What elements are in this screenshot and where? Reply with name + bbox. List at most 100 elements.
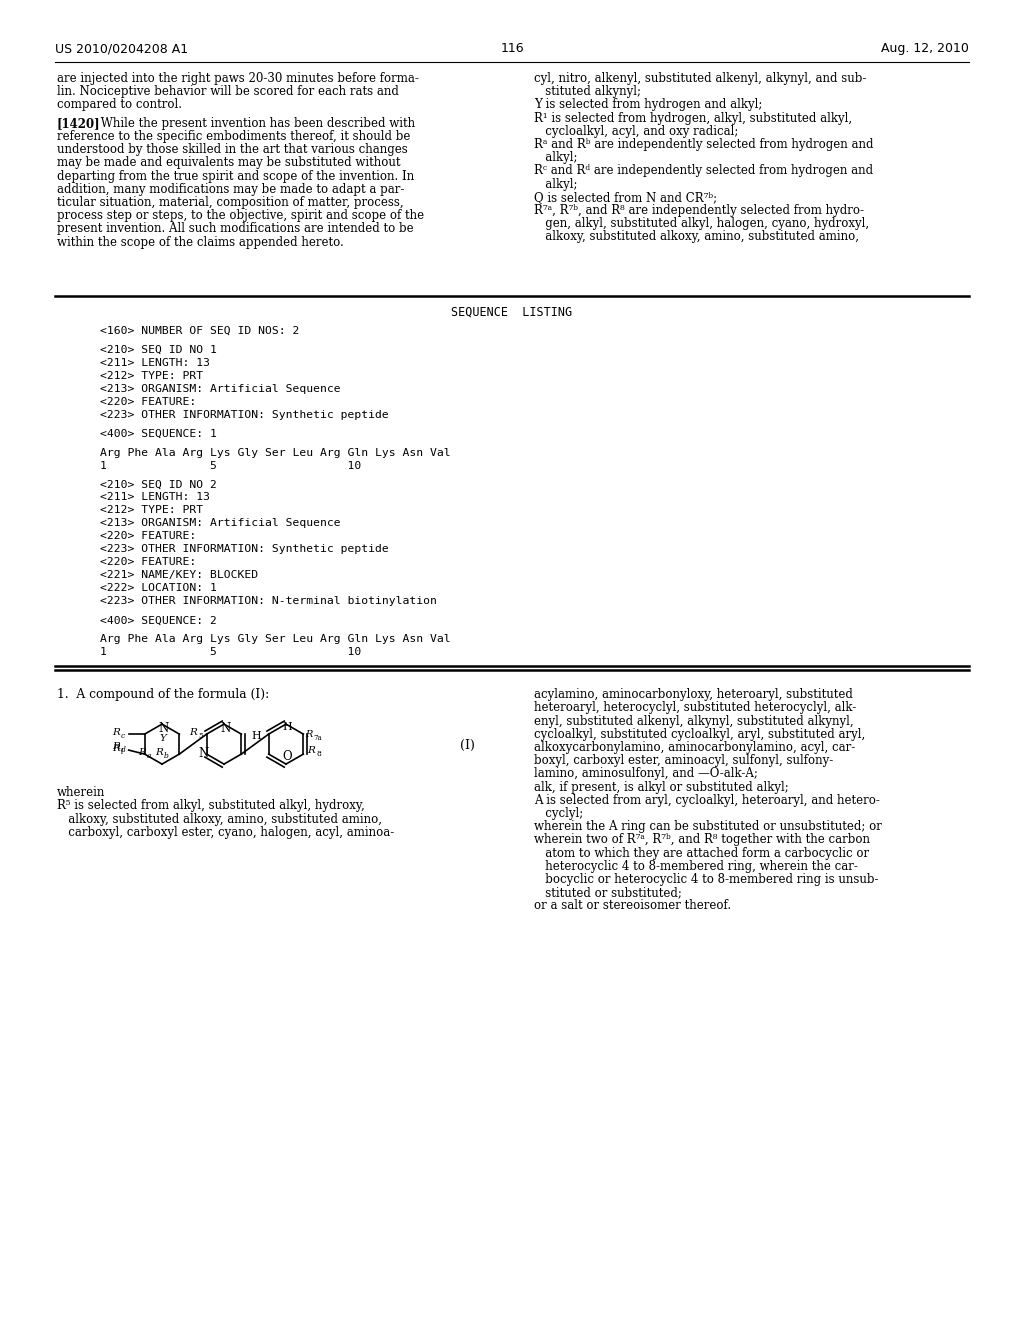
Text: cyclyl;: cyclyl; xyxy=(534,807,584,820)
Text: l: l xyxy=(121,748,123,756)
Text: bocyclic or heterocyclic 4 to 8-membered ring is unsub-: bocyclic or heterocyclic 4 to 8-membered… xyxy=(534,873,879,886)
Text: <212> TYPE: PRT: <212> TYPE: PRT xyxy=(100,506,203,515)
Text: US 2010/0204208 A1: US 2010/0204208 A1 xyxy=(55,42,188,55)
Text: <220> FEATURE:: <220> FEATURE: xyxy=(100,397,197,407)
Text: <400> SEQUENCE: 1: <400> SEQUENCE: 1 xyxy=(100,429,217,438)
Text: c: c xyxy=(121,733,125,741)
Text: alk, if present, is alkyl or substituted alkyl;: alk, if present, is alkyl or substituted… xyxy=(534,780,788,793)
Text: SEQUENCE  LISTING: SEQUENCE LISTING xyxy=(452,306,572,319)
Text: Arg Phe Ala Arg Lys Gly Ser Leu Arg Gln Lys Asn Val: Arg Phe Ala Arg Lys Gly Ser Leu Arg Gln … xyxy=(100,447,451,458)
Text: R¹ is selected from hydrogen, alkyl, substituted alkyl,: R¹ is selected from hydrogen, alkyl, sub… xyxy=(534,112,852,124)
Text: Y: Y xyxy=(159,734,166,743)
Text: b: b xyxy=(164,752,169,760)
Text: gen, alkyl, substituted alkyl, halogen, cyano, hydroxyl,: gen, alkyl, substituted alkyl, halogen, … xyxy=(534,218,869,230)
Text: acylamino, aminocarbonyloxy, heteroaryl, substituted: acylamino, aminocarbonyloxy, heteroaryl,… xyxy=(534,688,853,701)
Text: <223> OTHER INFORMATION: Synthetic peptide: <223> OTHER INFORMATION: Synthetic pepti… xyxy=(100,409,389,420)
Text: (I): (I) xyxy=(460,739,475,752)
Text: heteroaryl, heterocyclyl, substituted heterocyclyl, alk-: heteroaryl, heterocyclyl, substituted he… xyxy=(534,701,856,714)
Text: <212> TYPE: PRT: <212> TYPE: PRT xyxy=(100,371,203,381)
Text: 1               5                   10: 1 5 10 xyxy=(100,461,361,470)
Text: <210> SEQ ID NO 2: <210> SEQ ID NO 2 xyxy=(100,479,217,490)
Text: lamino, aminosulfonyl, and —O-alk-A;: lamino, aminosulfonyl, and —O-alk-A; xyxy=(534,767,758,780)
Text: Rᶜ and Rᵈ are independently selected from hydrogen and: Rᶜ and Rᵈ are independently selected fro… xyxy=(534,165,873,177)
Text: addition, many modifications may be made to adapt a par-: addition, many modifications may be made… xyxy=(57,183,404,195)
Text: <220> FEATURE:: <220> FEATURE: xyxy=(100,532,197,541)
Text: wherein: wherein xyxy=(57,787,105,799)
Text: stituted or substituted;: stituted or substituted; xyxy=(534,886,682,899)
Text: <223> OTHER INFORMATION: Synthetic peptide: <223> OTHER INFORMATION: Synthetic pepti… xyxy=(100,544,389,554)
Text: Q is selected from N and CR⁷ᵇ;: Q is selected from N and CR⁷ᵇ; xyxy=(534,191,717,203)
Text: Y is selected from hydrogen and alkyl;: Y is selected from hydrogen and alkyl; xyxy=(534,99,763,111)
Text: alkoxy, substituted alkoxy, amino, substituted amino,: alkoxy, substituted alkoxy, amino, subst… xyxy=(534,231,859,243)
Text: heterocyclic 4 to 8-membered ring, wherein the car-: heterocyclic 4 to 8-membered ring, where… xyxy=(534,859,858,873)
Text: enyl, substituted alkenyl, alkynyl, substituted alkynyl,: enyl, substituted alkenyl, alkynyl, subs… xyxy=(534,714,854,727)
Text: R: R xyxy=(155,748,163,758)
Text: alkoxycarbonylamino, aminocarbonylamino, acyl, car-: alkoxycarbonylamino, aminocarbonylamino,… xyxy=(534,741,855,754)
Text: cyl, nitro, alkenyl, substituted alkenyl, alkynyl, and sub-: cyl, nitro, alkenyl, substituted alkenyl… xyxy=(534,73,866,84)
Text: R: R xyxy=(112,742,120,751)
Text: 116: 116 xyxy=(500,42,524,55)
Text: <400> SEQUENCE: 2: <400> SEQUENCE: 2 xyxy=(100,615,217,626)
Text: 8: 8 xyxy=(316,750,322,758)
Text: present invention. All such modifications are intended to be: present invention. All such modification… xyxy=(57,223,414,235)
Text: stituted alkynyl;: stituted alkynyl; xyxy=(534,86,641,98)
Text: R: R xyxy=(138,748,145,758)
Text: wherein two of R⁷ᵃ, R⁷ᵇ, and R⁸ together with the carbon: wherein two of R⁷ᵃ, R⁷ᵇ, and R⁸ together… xyxy=(534,833,870,846)
Text: R: R xyxy=(189,729,197,737)
Text: R: R xyxy=(112,729,120,737)
Text: While the present invention has been described with: While the present invention has been des… xyxy=(97,117,415,129)
Text: atom to which they are attached form a carbocyclic or: atom to which they are attached form a c… xyxy=(534,846,869,859)
Text: <222> LOCATION: 1: <222> LOCATION: 1 xyxy=(100,583,217,594)
Text: N: N xyxy=(199,747,209,760)
Text: [1420]: [1420] xyxy=(57,117,100,129)
Text: are injected into the right paws 20-30 minutes before forma-: are injected into the right paws 20-30 m… xyxy=(57,73,419,84)
Text: alkyl;: alkyl; xyxy=(534,152,578,164)
Text: carboxyl, carboxyl ester, cyano, halogen, acyl, aminoa-: carboxyl, carboxyl ester, cyano, halogen… xyxy=(57,826,394,838)
Text: or a salt or stereoisomer thereof.: or a salt or stereoisomer thereof. xyxy=(534,899,731,912)
Text: <221> NAME/KEY: BLOCKED: <221> NAME/KEY: BLOCKED xyxy=(100,570,258,581)
Text: R⁷ᵃ, R⁷ᵇ, and R⁸ are independently selected from hydro-: R⁷ᵃ, R⁷ᵇ, and R⁸ are independently selec… xyxy=(534,205,864,216)
Text: reference to the specific embodiments thereof, it should be: reference to the specific embodiments th… xyxy=(57,131,411,143)
Text: Arg Phe Ala Arg Lys Gly Ser Leu Arg Gln Lys Asn Val: Arg Phe Ala Arg Lys Gly Ser Leu Arg Gln … xyxy=(100,634,451,644)
Text: <211> LENGTH: 13: <211> LENGTH: 13 xyxy=(100,492,210,503)
Text: compared to control.: compared to control. xyxy=(57,99,182,111)
Text: within the scope of the claims appended hereto.: within the scope of the claims appended … xyxy=(57,236,344,248)
Text: d: d xyxy=(121,746,126,754)
Text: H: H xyxy=(282,722,292,733)
Text: cycloalkyl, acyl, and oxy radical;: cycloalkyl, acyl, and oxy radical; xyxy=(534,125,738,137)
Text: H: H xyxy=(251,731,261,741)
Text: cycloalkyl, substituted cycloalkyl, aryl, substituted aryl,: cycloalkyl, substituted cycloalkyl, aryl… xyxy=(534,727,865,741)
Text: 7a: 7a xyxy=(313,734,323,742)
Text: A is selected from aryl, cycloalkyl, heteroaryl, and hetero-: A is selected from aryl, cycloalkyl, het… xyxy=(534,793,880,807)
Text: ticular situation, material, composition of matter, process,: ticular situation, material, composition… xyxy=(57,197,403,209)
Text: understood by those skilled in the art that various changes: understood by those skilled in the art t… xyxy=(57,144,408,156)
Text: <211> LENGTH: 13: <211> LENGTH: 13 xyxy=(100,358,210,368)
Text: <223> OTHER INFORMATION: N-terminal biotinylation: <223> OTHER INFORMATION: N-terminal biot… xyxy=(100,597,437,606)
Text: <213> ORGANISM: Artificial Sequence: <213> ORGANISM: Artificial Sequence xyxy=(100,384,341,393)
Text: a: a xyxy=(147,752,152,760)
Text: N: N xyxy=(158,722,168,735)
Text: alkyl;: alkyl; xyxy=(534,178,578,190)
Text: wherein the A ring can be substituted or unsubstituted; or: wherein the A ring can be substituted or… xyxy=(534,820,882,833)
Text: Aug. 12, 2010: Aug. 12, 2010 xyxy=(881,42,969,55)
Text: <160> NUMBER OF SEQ ID NOS: 2: <160> NUMBER OF SEQ ID NOS: 2 xyxy=(100,326,299,337)
Text: 1.  A compound of the formula (I):: 1. A compound of the formula (I): xyxy=(57,688,269,701)
Text: lin. Nociceptive behavior will be scored for each rats and: lin. Nociceptive behavior will be scored… xyxy=(57,86,399,98)
Text: process step or steps, to the objective, spirit and scope of the: process step or steps, to the objective,… xyxy=(57,210,424,222)
Text: R: R xyxy=(307,746,315,755)
Text: R: R xyxy=(112,744,120,754)
Text: may be made and equivalents may be substituted without: may be made and equivalents may be subst… xyxy=(57,157,400,169)
Text: departing from the true spirit and scope of the invention. In: departing from the true spirit and scope… xyxy=(57,170,415,182)
Text: boxyl, carboxyl ester, aminoacyl, sulfonyl, sulfony-: boxyl, carboxyl ester, aminoacyl, sulfon… xyxy=(534,754,834,767)
Text: 5: 5 xyxy=(198,733,203,741)
Text: 1               5                   10: 1 5 10 xyxy=(100,647,361,657)
Text: R⁵ is selected from alkyl, substituted alkyl, hydroxy,: R⁵ is selected from alkyl, substituted a… xyxy=(57,800,365,812)
Text: Rᵃ and Rᵇ are independently selected from hydrogen and: Rᵃ and Rᵇ are independently selected fro… xyxy=(534,139,873,150)
Text: <220> FEATURE:: <220> FEATURE: xyxy=(100,557,197,568)
Text: R: R xyxy=(305,730,312,739)
Text: <213> ORGANISM: Artificial Sequence: <213> ORGANISM: Artificial Sequence xyxy=(100,519,341,528)
Text: O: O xyxy=(282,750,292,763)
Text: <210> SEQ ID NO 1: <210> SEQ ID NO 1 xyxy=(100,345,217,355)
Text: alkoxy, substituted alkoxy, amino, substituted amino,: alkoxy, substituted alkoxy, amino, subst… xyxy=(57,813,382,825)
Text: N: N xyxy=(220,722,230,735)
